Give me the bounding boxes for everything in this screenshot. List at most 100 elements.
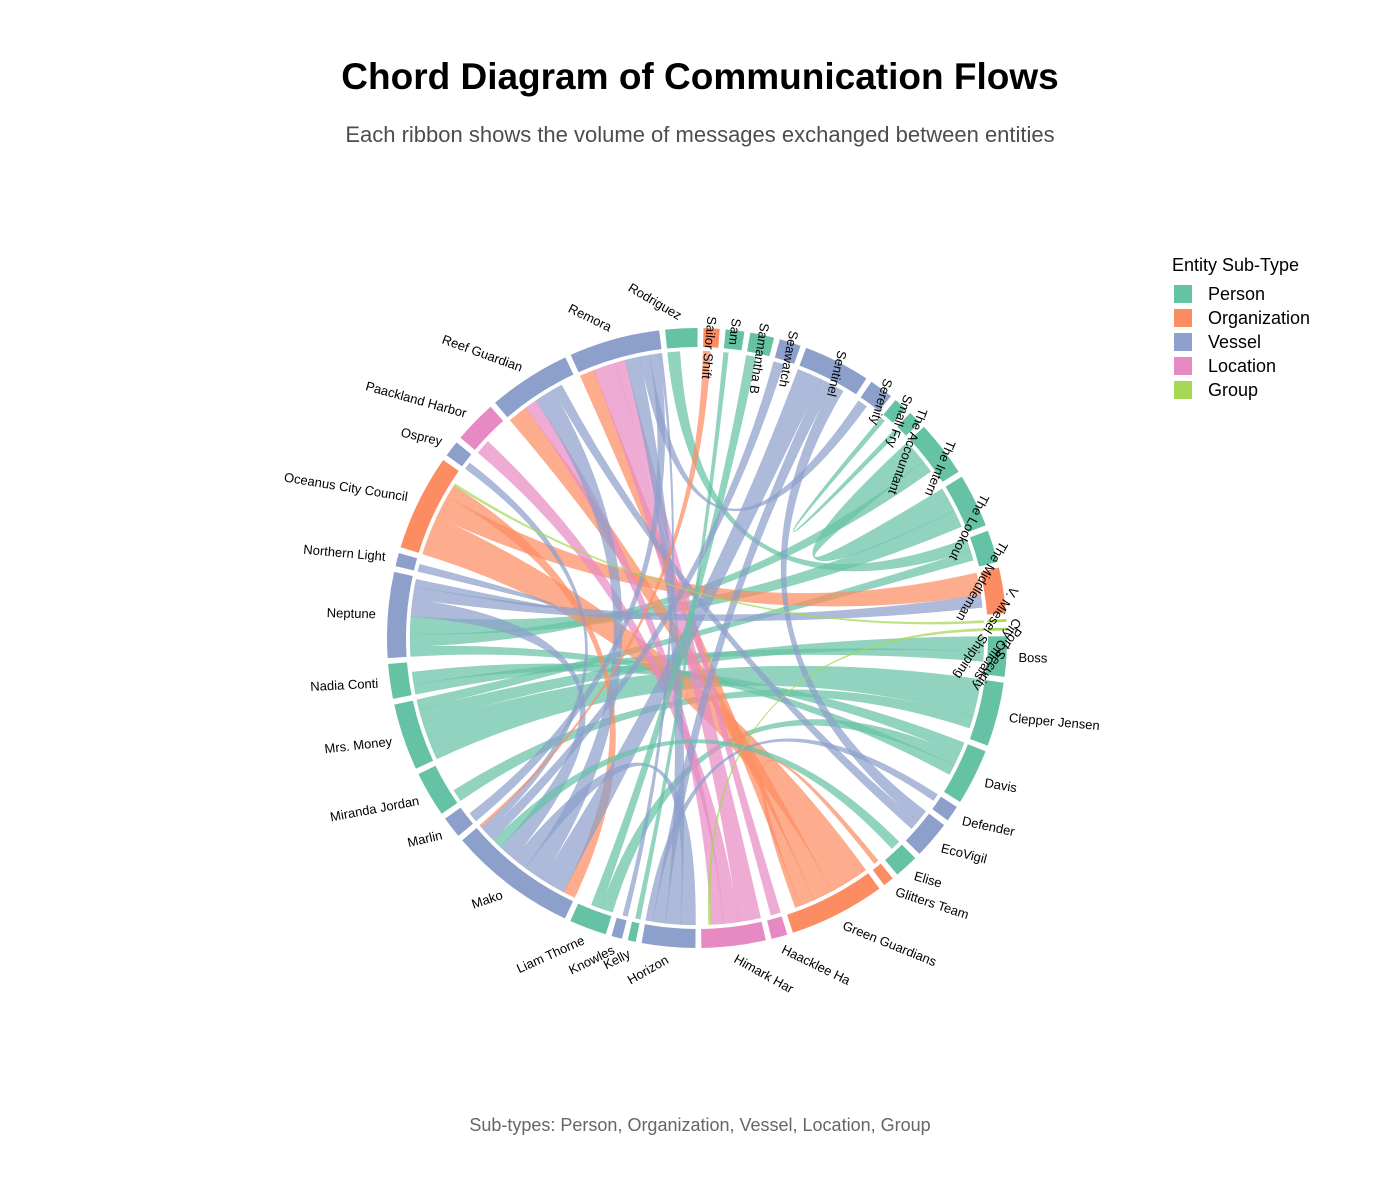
sector-elise [885,844,916,875]
sector-the-accountant [897,412,920,436]
legend-label: Location [1208,355,1277,376]
sector-paackland-harbor [460,406,504,451]
ribbon [409,461,932,647]
sector-label: Rodriguez [626,280,685,323]
sector-label: Oceanus City Council [283,470,409,505]
legend-item-group: Group [1172,378,1310,402]
sector-kelly [627,921,640,942]
ribbon [479,350,711,828]
page-title: Chord Diagram of Communication Flows [341,56,1059,97]
legend-item-location: Location [1172,354,1310,378]
sector-label: Sam [726,318,744,346]
legend-title: Entity Sub-Type [1172,255,1300,275]
ribbons-layer [409,350,985,926]
sector-label: Boss [1018,650,1048,666]
legend-key-organization [1174,309,1192,327]
ribbon [513,762,696,926]
sector-label: Reef Guardian [440,332,525,375]
ribbon [447,485,616,898]
sector-label: Osprey [399,425,444,449]
ribbon [622,352,674,917]
sector-label: Davis [984,775,1019,795]
legend-item-person: Person [1172,282,1310,306]
sector-label: Mrs. Money [324,734,394,757]
sector-remora [570,330,662,373]
sector-mako [462,827,574,919]
sector-boss [985,636,1008,677]
sector-seawatch [774,339,801,364]
sector-label: Nadia Conti [310,676,379,694]
ribbon [492,739,900,850]
ribbon [652,378,833,924]
legend-key-person [1174,285,1192,303]
ribbon [780,384,927,822]
sector-himark-harbor [701,921,766,948]
ribbon [469,353,666,822]
legend-key-location [1174,357,1192,375]
legend-label: Group [1208,379,1259,400]
sector-label: Glitters Team [894,884,971,922]
ribbon [760,759,879,908]
sector-label: Northern Light [303,542,387,564]
legend-label: Person [1208,283,1266,304]
ribbon [436,496,981,607]
ribbon [645,738,938,922]
sector-sam [723,329,745,351]
sector-marlin [445,807,473,836]
ribbon [667,351,971,572]
ribbon [793,417,899,532]
sector-label: Defender [961,813,1017,839]
ribbon [485,361,784,841]
ribbon [552,384,919,829]
legend-label: Organization [1208,307,1311,328]
sector-sentinel [799,347,867,395]
ribbon [635,352,729,920]
sector-v-miesel-shipping [980,567,1006,615]
sector-knowles [611,917,627,939]
ribbon [411,663,965,755]
sector-osprey [446,442,472,467]
sectors-layer [387,327,1008,948]
legend-key-vessel [1174,333,1192,351]
legend: Entity Sub-Type Person Organization Vess… [1172,255,1310,402]
sector-label: Horizon [625,952,671,987]
sector-label: EcoVigil [940,840,989,866]
sector-green-guardians [787,873,880,933]
sector-oceanus-city-council [400,460,459,553]
sector-rodriguez [665,327,698,349]
sector-davis [943,744,986,802]
sector-miranda-jordan [418,765,458,814]
sector-the-lookout [945,476,986,533]
ribbon [707,628,985,925]
sector-reef-guardian [495,357,574,418]
legend-key-group [1174,381,1192,399]
legend-item-vessel: Vessel [1172,330,1310,354]
sector-defender [932,796,957,821]
sector-label: Paackland Harbor [364,378,469,420]
sector-label: Remora [566,301,615,335]
sector-samantha-b [747,332,775,357]
sector-label: Marlin [406,827,444,850]
sector-label: Neptune [327,605,377,621]
sector-label: Sailor Shift [699,316,720,380]
sector-label: Elise [912,868,943,890]
ribbon [639,354,867,512]
sector-liam-thorne [570,903,612,935]
sector-mrs-money [394,700,434,769]
sector-the-intern [909,426,959,482]
legend-label: Vessel [1208,331,1262,352]
sector-horizon [641,924,696,948]
caption: Sub-types: Person, Organization, Vessel,… [469,1115,931,1135]
ribbon [453,483,984,625]
sector-label: Mako [470,887,505,911]
sector-haacklee-harbor [767,916,788,939]
sector-sailor-shift [703,328,720,348]
sector-nadia-conti [388,662,412,699]
sector-label: Clepper Jensen [1008,710,1100,733]
sector-northern-light [395,553,418,571]
sector-ecovigil [905,813,945,854]
sector-small-fry [883,399,906,423]
ribbon [414,563,558,608]
page-subtitle: Each ribbon shows the volume of messages… [345,122,1055,147]
